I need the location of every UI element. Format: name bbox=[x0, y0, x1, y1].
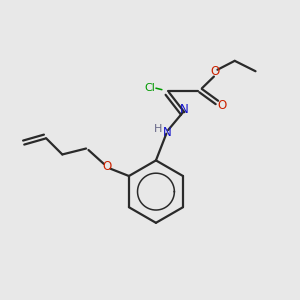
Text: O: O bbox=[218, 99, 227, 112]
Text: H: H bbox=[154, 124, 162, 134]
Text: N: N bbox=[180, 103, 189, 116]
Text: Cl: Cl bbox=[144, 82, 155, 93]
Text: O: O bbox=[211, 65, 220, 78]
Text: N: N bbox=[163, 126, 171, 139]
Text: O: O bbox=[102, 160, 112, 173]
